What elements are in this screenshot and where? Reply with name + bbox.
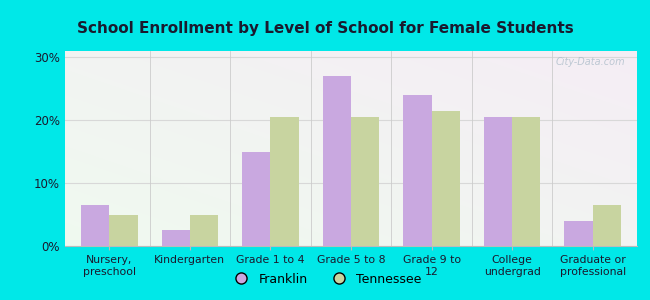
Text: School Enrollment by Level of School for Female Students: School Enrollment by Level of School for… <box>77 21 573 36</box>
Bar <box>190 214 218 246</box>
Bar <box>512 117 540 246</box>
Bar <box>81 205 109 246</box>
Bar <box>270 117 298 246</box>
Bar <box>432 111 460 246</box>
Bar <box>593 205 621 246</box>
Bar <box>323 76 351 246</box>
Bar <box>162 230 190 246</box>
Bar <box>564 221 593 246</box>
Bar <box>351 117 379 246</box>
Bar <box>242 152 270 246</box>
Bar <box>404 95 432 246</box>
Text: City-Data.com: City-Data.com <box>556 57 625 67</box>
Legend: Franklin, Tennessee: Franklin, Tennessee <box>224 268 426 291</box>
Bar <box>484 117 512 246</box>
Bar <box>109 214 138 246</box>
